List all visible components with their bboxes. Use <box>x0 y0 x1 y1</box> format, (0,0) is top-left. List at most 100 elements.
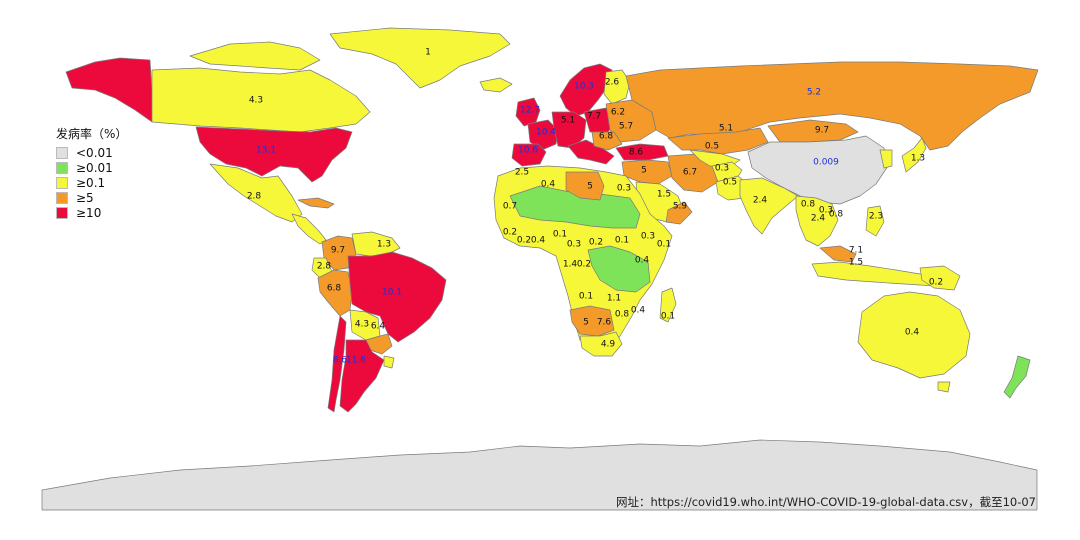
legend-swatch-grey <box>56 146 68 159</box>
map-value-label: 6.7 <box>683 168 697 178</box>
region-uk <box>515 97 541 127</box>
map-value-label: 0.8 <box>801 200 816 210</box>
map-value-label: 0.1 <box>657 240 671 250</box>
region-oman <box>665 201 693 225</box>
map-value-label: 0.3 <box>715 164 729 174</box>
region-mongolia <box>767 119 859 143</box>
map-value-label: 5.1 <box>719 124 733 134</box>
map-value-label: 1 <box>425 48 431 58</box>
map-value-label: 0.3 <box>641 232 655 242</box>
region-tasmania <box>937 381 951 393</box>
region-caribbean <box>297 197 335 209</box>
map-value-label: 0.3 <box>819 206 833 216</box>
map-value-label: 9.7 <box>331 246 345 256</box>
region-greenland <box>329 27 511 89</box>
map-value-label: 8.6 <box>629 148 644 158</box>
map-value-label: 0.3 <box>617 184 631 194</box>
region-canada <box>151 67 371 133</box>
legend-label: ≥0.01 <box>76 160 113 175</box>
map-value-label: 0.2 <box>577 260 591 270</box>
map-value-label: 4.3 <box>355 320 369 330</box>
map-value-label: 0.2 <box>929 278 943 288</box>
map-value-label: 0.2 <box>503 228 517 238</box>
map-value-label: 0.4 <box>531 236 546 246</box>
region-italy-balkans <box>567 139 615 165</box>
map-value-label: 1.3 <box>911 154 925 164</box>
map-value-label: 0.1 <box>579 292 593 302</box>
region-alaska <box>65 57 153 123</box>
region-new-zealand <box>1003 355 1031 399</box>
map-value-label: 2.4 <box>811 214 826 224</box>
region-india <box>739 177 799 235</box>
map-value-label: 0.7 <box>503 202 517 212</box>
region-namibia <box>569 305 615 337</box>
map-value-label: 6.8 <box>599 132 614 142</box>
legend-item-ge5: ≥5 <box>56 190 127 205</box>
legend-swatch-red <box>56 206 68 219</box>
legend-swatch-yellow <box>56 176 68 189</box>
map-value-label: 10.3 <box>574 82 594 92</box>
map-value-label: 2.3 <box>869 212 883 222</box>
map-value-label: 6.4 <box>371 322 386 332</box>
map-value-label: 6.8 <box>327 284 342 294</box>
region-spain <box>511 143 547 167</box>
map-value-label: 8.6 <box>333 356 348 366</box>
map-value-label: 5.9 <box>673 202 688 212</box>
region-japan <box>901 137 927 173</box>
legend-item-ge0-1: ≥0.1 <box>56 175 127 190</box>
region-south-africa <box>579 331 623 357</box>
legend-label: <0.01 <box>76 145 113 160</box>
map-value-label: 6.2 <box>611 108 625 118</box>
map-value-label: 0.009 <box>813 158 839 168</box>
map-value-label: 0.8 <box>829 210 844 220</box>
map-value-label: 0.1 <box>661 312 675 322</box>
region-russia <box>625 61 1039 151</box>
map-value-label: 5 <box>583 318 589 328</box>
region-venezuela <box>351 231 401 257</box>
map-value-label: 1.5 <box>849 258 863 268</box>
map-value-label: 5.2 <box>807 88 821 98</box>
map-value-label: 7.1 <box>849 246 863 256</box>
map-value-label: 2.8 <box>317 262 332 272</box>
region-finland <box>603 69 631 105</box>
map-value-label: 0.8 <box>615 310 630 320</box>
legend-label: ≥0.1 <box>76 175 106 190</box>
region-se-asia <box>795 195 839 247</box>
region-france <box>527 119 559 151</box>
map-value-label: 0.3 <box>567 240 581 250</box>
map-value-label: 2.6 <box>605 78 620 88</box>
region-argentina <box>339 339 385 413</box>
region-arctic-islands <box>189 41 321 71</box>
region-antarctica <box>41 439 1038 511</box>
region-romania <box>591 131 623 151</box>
region-central-america <box>291 213 327 245</box>
region-china <box>747 135 889 205</box>
map-value-label: 2.8 <box>247 192 262 202</box>
map-value-label: 0.4 <box>541 180 556 190</box>
map-value-label: 1.5 <box>657 190 671 200</box>
map-value-label: 1.3 <box>377 240 391 250</box>
region-malaysia <box>819 245 857 263</box>
legend-item-ge10: ≥10 <box>56 205 127 220</box>
map-value-label: 0.1 <box>615 236 629 246</box>
map-value-label: 5 <box>641 166 647 176</box>
region-australia <box>857 291 971 379</box>
legend-swatch-orange <box>56 191 68 204</box>
legend-item-lt0-01: <0.01 <box>56 145 127 160</box>
map-value-label: 0.5 <box>705 142 719 152</box>
map-value-label: 4.3 <box>249 96 263 106</box>
map-value-label: 2.4 <box>753 196 768 206</box>
map-value-label: 12.7 <box>520 106 540 116</box>
map-value-label: 11.6 <box>346 356 366 366</box>
map-value-label: 1.1 <box>607 294 621 304</box>
map-value-label: 7.7 <box>587 112 601 122</box>
map-value-label: 0.5 <box>723 178 737 188</box>
region-uruguay <box>383 355 395 369</box>
map-legend: 发病率（%） <0.01 ≥0.01 ≥0.1 ≥5 ≥10 <box>56 125 127 220</box>
region-madagascar <box>659 287 677 323</box>
map-value-label: 0.4 <box>635 256 650 266</box>
legend-swatch-green <box>56 161 68 174</box>
region-philippines <box>865 205 885 237</box>
region-chile <box>327 315 347 413</box>
region-korea <box>879 149 893 169</box>
